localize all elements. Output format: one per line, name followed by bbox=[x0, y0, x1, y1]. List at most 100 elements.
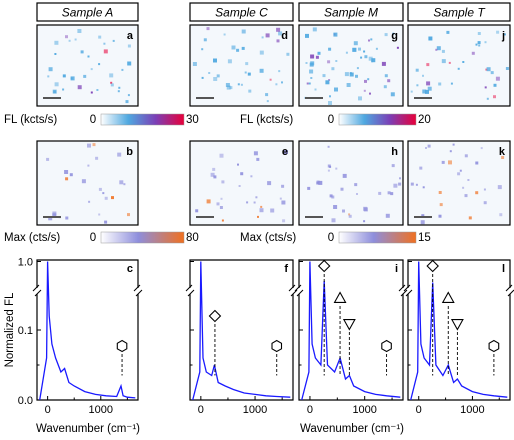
fl-pixel bbox=[383, 85, 387, 89]
fl-pixel bbox=[265, 33, 270, 38]
fl-pixel bbox=[201, 76, 204, 79]
fl-pixel bbox=[237, 83, 240, 86]
panel-letter-d: d bbox=[281, 30, 288, 42]
fl-pixel bbox=[490, 71, 494, 75]
fl-pixel bbox=[245, 62, 249, 66]
max-pixel bbox=[52, 213, 57, 218]
colorbar-max-right-min: 0 bbox=[328, 232, 334, 244]
x-tick-label: 1000 bbox=[89, 404, 113, 416]
fl-pixel bbox=[241, 46, 245, 50]
fl-pixel bbox=[471, 51, 475, 55]
fl-pixel bbox=[457, 67, 460, 70]
marker-diamond bbox=[317, 259, 331, 273]
fl-pixel bbox=[427, 86, 432, 91]
max-pixel bbox=[65, 177, 69, 181]
fl-pixel bbox=[90, 68, 93, 71]
fl-pixel bbox=[275, 83, 278, 86]
fl-pixel bbox=[269, 78, 272, 81]
fl-pixel bbox=[364, 55, 368, 59]
fl-pixel bbox=[441, 49, 445, 53]
x-tick-label: 0 bbox=[45, 404, 51, 416]
marker-hexagon bbox=[116, 339, 128, 353]
max-pixel bbox=[127, 213, 130, 217]
fl-pixel bbox=[505, 67, 509, 70]
fl-pixel bbox=[486, 97, 489, 100]
max-pixel bbox=[219, 206, 223, 209]
fl-pixel bbox=[117, 90, 120, 93]
fl-pixel bbox=[226, 85, 231, 90]
fl-pixel bbox=[112, 39, 115, 42]
fl-pixel bbox=[328, 79, 331, 81]
max-panel-frame bbox=[298, 140, 404, 226]
max-pixel bbox=[220, 197, 223, 200]
x-tick-label: 1000 bbox=[352, 404, 376, 416]
spectrum-line bbox=[39, 261, 136, 401]
fl-pixel bbox=[384, 74, 388, 78]
fl-pixel bbox=[236, 48, 240, 52]
max-pixel bbox=[123, 183, 126, 186]
fl-panel-bg bbox=[299, 25, 403, 106]
marker-triangle-up bbox=[333, 291, 347, 303]
panel-letter-e: e bbox=[282, 146, 288, 158]
fl-pixel bbox=[364, 79, 367, 83]
spectrum-frame bbox=[189, 259, 294, 401]
max-pixel bbox=[356, 193, 358, 195]
max-pixel bbox=[87, 143, 91, 148]
fl-panel-frame bbox=[407, 24, 511, 107]
header-sample-m: Sample M bbox=[324, 6, 378, 20]
fl-pixel bbox=[77, 85, 82, 90]
header-sample-c: Sample C bbox=[215, 6, 268, 20]
colorbar-fl-right-min: 0 bbox=[328, 114, 334, 126]
max-pixel bbox=[419, 166, 423, 170]
fl-panel-g: g bbox=[298, 24, 404, 107]
panel-letter-k: k bbox=[499, 146, 506, 158]
axis-break-mark bbox=[403, 284, 413, 297]
max-pixel bbox=[385, 213, 390, 218]
axis-break-mark bbox=[288, 284, 298, 297]
fl-pixel bbox=[54, 40, 59, 45]
x-tick-label: 0 bbox=[198, 404, 204, 416]
max-pixel bbox=[281, 184, 285, 188]
fl-pixel bbox=[368, 56, 373, 61]
panel-letter-b: b bbox=[126, 146, 133, 158]
fl-pixel bbox=[446, 30, 450, 34]
max-pixel bbox=[452, 143, 455, 146]
max-pixel bbox=[464, 154, 468, 158]
fl-pixel bbox=[103, 42, 106, 45]
header-box-a bbox=[36, 2, 139, 22]
max-pixel bbox=[318, 180, 323, 185]
colorbar-fl-left-max: 30 bbox=[186, 114, 199, 126]
max-pixel bbox=[250, 175, 253, 178]
fl-pixel bbox=[369, 92, 371, 95]
fl-pixel bbox=[363, 50, 366, 53]
max-pixel bbox=[48, 216, 53, 221]
fl-panel-bg bbox=[37, 25, 138, 106]
fl-pixel bbox=[276, 39, 280, 43]
max-pixel bbox=[98, 187, 102, 191]
fl-pixel bbox=[349, 72, 354, 77]
max-pixel bbox=[253, 151, 258, 156]
max-pixel bbox=[102, 192, 105, 195]
axis-break-mark bbox=[505, 284, 514, 297]
fl-pixel bbox=[328, 101, 332, 105]
max-pixel bbox=[427, 144, 431, 148]
max-pixel bbox=[393, 183, 398, 188]
fl-pixel bbox=[425, 89, 429, 94]
colorbar-max-left: Max (cts/s) 0 80 bbox=[4, 231, 199, 244]
fl-panel-j: j bbox=[407, 24, 511, 107]
fl-pixel bbox=[335, 60, 338, 62]
max-pixel bbox=[256, 157, 260, 161]
fl-pixel bbox=[441, 59, 446, 64]
fl-pixel bbox=[203, 38, 207, 42]
fl-pixel bbox=[241, 29, 246, 34]
marker-hexagon bbox=[381, 339, 392, 353]
fl-pixel bbox=[436, 46, 441, 51]
fl-pixel bbox=[496, 30, 500, 34]
fl-pixel bbox=[54, 53, 57, 55]
fl-pixel bbox=[477, 41, 481, 45]
header-sample-a: Sample A bbox=[62, 6, 114, 20]
fl-pixel bbox=[387, 79, 391, 83]
fl-panel-a: a bbox=[36, 24, 139, 107]
fl-pixel bbox=[356, 67, 359, 70]
